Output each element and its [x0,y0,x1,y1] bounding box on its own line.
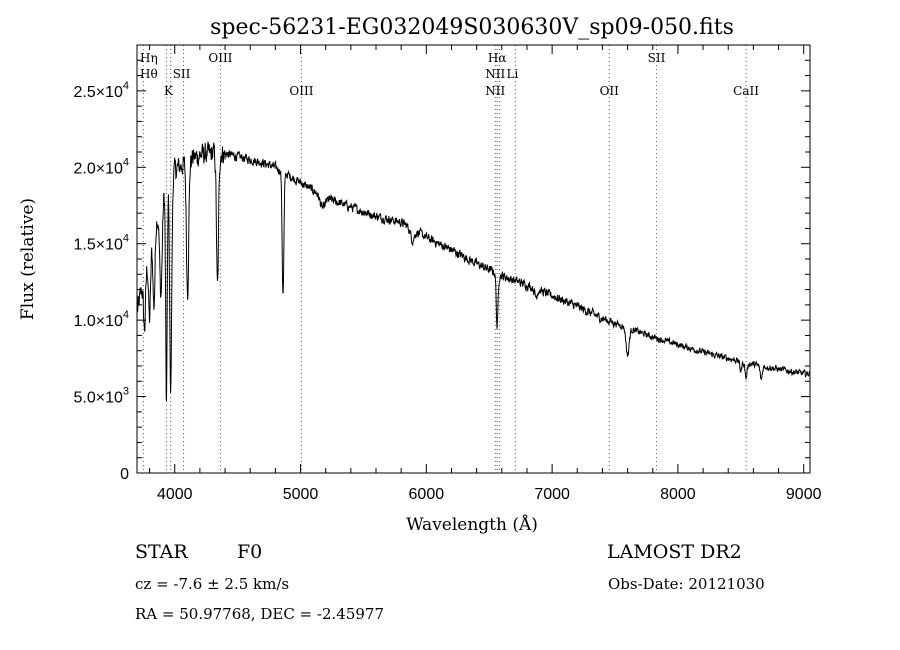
y-tick-label: 2.0×104 [73,156,129,177]
y-tick-label: 1.5×104 [73,233,129,254]
line-label: Hη [140,51,158,65]
line-label: OII [600,84,620,98]
line-label: OIII [208,51,232,65]
x-tick-label: 8000 [660,486,696,503]
y-axis-label: Flux (relative) [18,198,38,320]
line-label: SII [173,67,191,81]
survey-release: LAMOST DR2 [607,541,742,563]
object-type: STAR [135,541,188,563]
x-tick-label: 6000 [409,486,445,503]
line-label: SII [648,51,666,65]
y-tick-label: 1.0×104 [73,309,129,330]
sky-coordinates: RA = 50.97768, DEC = -2.45977 [135,605,384,623]
spectral-subclass: F0 [237,541,263,563]
line-label: K [164,84,174,98]
line-label: CaII [733,84,759,98]
line-label: OIII [289,84,313,98]
x-tick-label: 9000 [786,486,822,503]
y-tick-label: 5.0×103 [73,386,129,407]
y-axis-ticks: 0 5.0×103 1.0×104 1.5×104 2.0×104 2.5×104 [73,59,810,483]
x-tick-label: 4000 [157,486,193,503]
line-label: Hα [488,51,507,65]
x-tick-label: 5000 [283,486,319,503]
x-axis-ticks: 4000 5000 6000 7000 8000 9000 [149,45,822,503]
plot-frame [136,44,811,474]
y-tick-label: 2.5×104 [73,80,129,101]
x-tick-label: 7000 [534,486,570,503]
x-axis-label: Wavelength (Å) [406,514,538,535]
line-label: Li [506,67,518,81]
spectrum-line [136,141,811,402]
emission-line-markers [142,45,747,473]
line-label: Hθ [140,67,158,81]
chart-title: spec-56231-EG032049S030630V_sp09-050.fit… [210,15,734,40]
observation-date: Obs-Date: 20121030 [608,575,765,593]
redshift-value: cz = -7.6 ± 2.5 km/s [135,575,290,593]
line-label: NII [485,67,505,81]
y-tick-label: 0 [120,466,129,483]
line-label: NII [485,84,505,98]
